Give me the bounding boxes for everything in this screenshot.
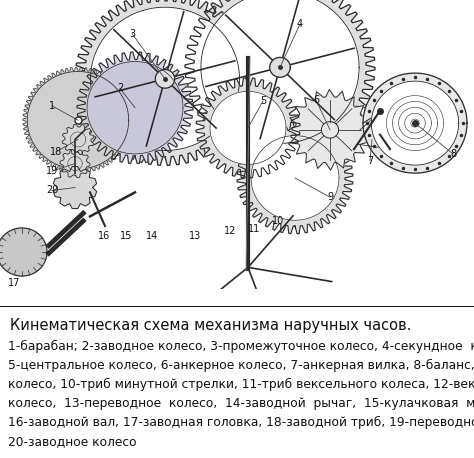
Polygon shape bbox=[155, 70, 175, 88]
Text: 9: 9 bbox=[327, 192, 333, 202]
Text: колесо,  13-переводное  колесо,  14-заводной  рычаг,  15-кулачковая  муфта,: колесо, 13-переводное колесо, 14-заводно… bbox=[8, 397, 474, 410]
Text: 17: 17 bbox=[8, 278, 20, 288]
Polygon shape bbox=[77, 52, 193, 164]
Text: 14: 14 bbox=[146, 231, 158, 240]
Text: 3: 3 bbox=[129, 29, 135, 38]
Polygon shape bbox=[270, 57, 290, 77]
Polygon shape bbox=[201, 0, 359, 143]
Text: 1: 1 bbox=[49, 101, 55, 111]
Text: 4: 4 bbox=[297, 19, 303, 29]
Text: 16: 16 bbox=[98, 231, 110, 240]
Text: 8: 8 bbox=[450, 149, 456, 159]
Polygon shape bbox=[75, 0, 255, 165]
Text: 13: 13 bbox=[189, 231, 201, 240]
Polygon shape bbox=[91, 7, 239, 151]
Text: 2: 2 bbox=[117, 83, 123, 93]
Polygon shape bbox=[185, 0, 375, 158]
Text: Кинематическая схема механизма наручных часов.: Кинематическая схема механизма наручных … bbox=[10, 318, 411, 333]
Text: 15: 15 bbox=[120, 231, 132, 240]
Text: 1-барабан; 2-заводное колесо, 3-промежуточное колесо, 4-секундное  колесо,: 1-барабан; 2-заводное колесо, 3-промежут… bbox=[8, 340, 474, 354]
Polygon shape bbox=[62, 124, 94, 155]
Polygon shape bbox=[54, 167, 97, 208]
Polygon shape bbox=[237, 122, 353, 234]
Polygon shape bbox=[27, 71, 129, 169]
Text: 20-заводное колесо: 20-заводное колесо bbox=[8, 435, 137, 448]
Text: 16-заводной вал, 17-заводная головка, 18-заводной триб, 19-переводной рычаг,: 16-заводной вал, 17-заводная головка, 18… bbox=[8, 416, 474, 429]
Text: 19: 19 bbox=[46, 166, 58, 176]
Text: 5-центральное колесо, 6-анкерное колесо, 7-анкерная вилка, 8-баланс, 9-часовое: 5-центральное колесо, 6-анкерное колесо,… bbox=[8, 360, 474, 372]
Polygon shape bbox=[363, 73, 467, 173]
Text: 18: 18 bbox=[50, 147, 62, 157]
Text: 7: 7 bbox=[367, 156, 373, 166]
Polygon shape bbox=[0, 228, 47, 276]
Text: 11: 11 bbox=[248, 224, 260, 234]
Polygon shape bbox=[23, 67, 133, 173]
Text: колесо, 10-триб минутной стрелки, 11-триб вексельного колеса, 12-вексельное: колесо, 10-триб минутной стрелки, 11-три… bbox=[8, 378, 474, 391]
Text: 5: 5 bbox=[260, 96, 266, 106]
Polygon shape bbox=[196, 78, 300, 178]
Text: 12: 12 bbox=[224, 226, 236, 236]
Polygon shape bbox=[210, 92, 286, 164]
Polygon shape bbox=[87, 61, 183, 154]
Text: 10: 10 bbox=[272, 216, 284, 226]
Polygon shape bbox=[371, 81, 459, 165]
Polygon shape bbox=[288, 89, 372, 170]
Polygon shape bbox=[251, 136, 339, 220]
Polygon shape bbox=[60, 149, 90, 178]
Text: 6: 6 bbox=[313, 95, 319, 105]
Polygon shape bbox=[321, 121, 338, 138]
Text: 20: 20 bbox=[46, 185, 58, 196]
